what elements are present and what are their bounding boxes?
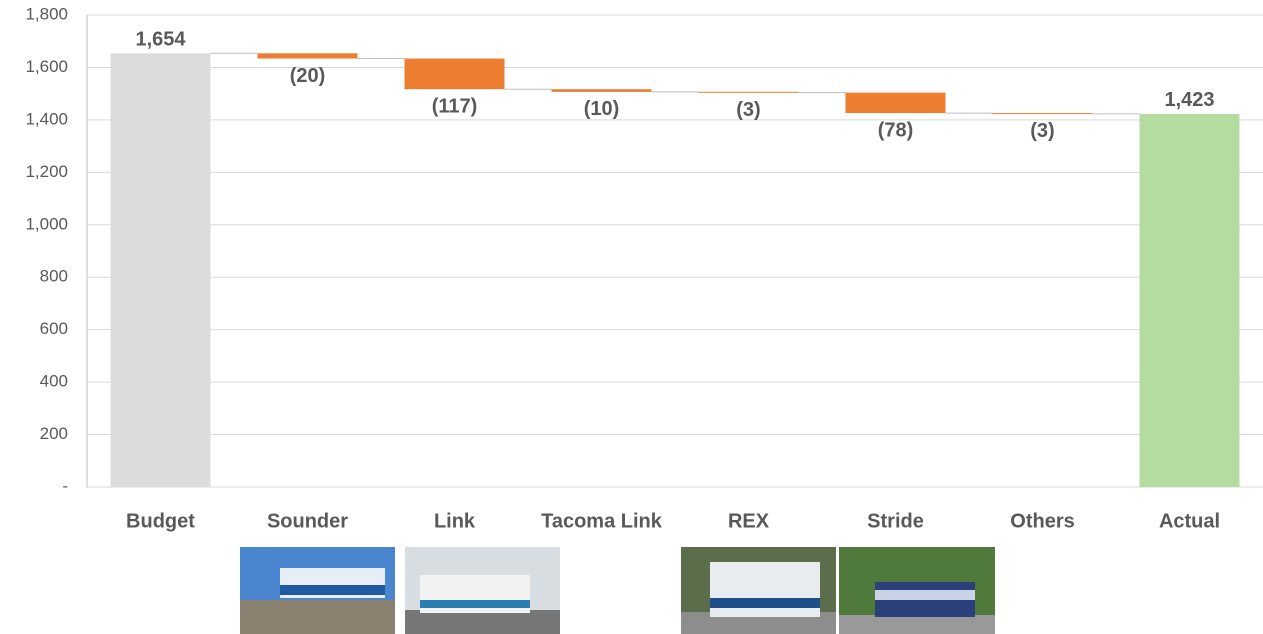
bar: [551, 89, 652, 92]
y-tick-label: 1,200: [25, 162, 68, 181]
bar: [992, 113, 1093, 115]
bar: [404, 58, 505, 90]
y-tick-label: 1,800: [25, 4, 68, 23]
x-tick-label: Tacoma Link: [541, 510, 663, 532]
y-tick-label: 1,600: [25, 57, 68, 76]
photo-rex: [681, 547, 836, 634]
x-tick-label: Budget: [126, 510, 195, 532]
y-tick-label: 1,400: [25, 109, 68, 128]
x-tick-label: Others: [1010, 510, 1074, 532]
bar: [257, 53, 358, 59]
y-tick-label: 800: [40, 267, 68, 286]
bar: [110, 53, 211, 487]
x-tick-label: Actual: [1159, 510, 1220, 532]
x-tick-label: Sounder: [267, 510, 348, 532]
y-tick-label: 600: [40, 319, 68, 338]
data-label: (3): [736, 99, 760, 121]
y-tick-label: 1,000: [25, 214, 68, 233]
data-label: 1,654: [135, 29, 186, 51]
data-label: (3): [1030, 120, 1054, 142]
photo-link: [405, 547, 560, 634]
data-label: (20): [290, 65, 326, 87]
photo-stride: [839, 547, 995, 634]
data-label: (10): [584, 98, 620, 120]
bar: [845, 92, 946, 114]
data-label: (117): [432, 95, 478, 117]
x-tick-label: Stride: [867, 510, 924, 532]
bar: [1139, 113, 1240, 487]
bar: [698, 91, 799, 93]
y-tick-label: 400: [40, 372, 68, 391]
y-tick-label: -: [62, 476, 68, 495]
photo-sounder: [240, 547, 395, 634]
data-label: (78): [878, 119, 914, 141]
data-label: 1,423: [1164, 89, 1214, 111]
x-tick-label: Link: [434, 510, 476, 532]
y-tick-label: 200: [40, 424, 68, 443]
x-tick-label: REX: [728, 510, 770, 532]
photos: [240, 547, 995, 634]
